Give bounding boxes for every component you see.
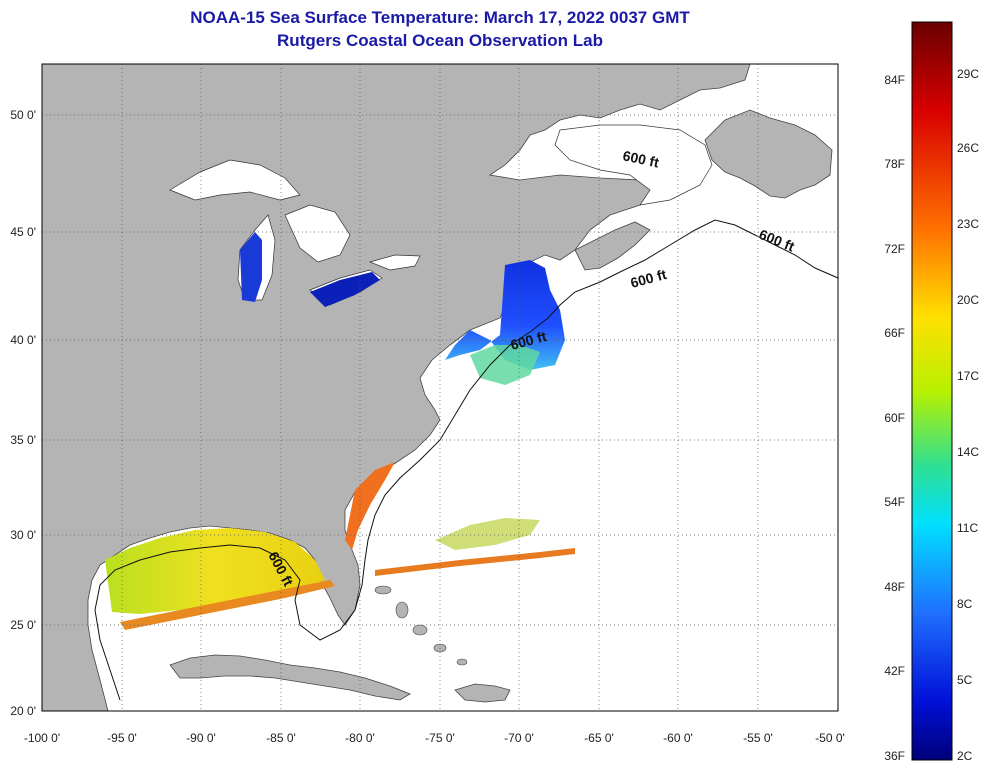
lon-tick-label: -75 0': [425, 731, 455, 745]
colorbar-c-label: 11C: [957, 521, 978, 535]
lon-tick-label: -80 0': [345, 731, 375, 745]
colorbar-f-label: 54F: [884, 495, 905, 509]
colorbar-f-label: 84F: [884, 73, 905, 87]
sst-ne-shelf: [470, 345, 540, 385]
map-frame: [41, 63, 839, 712]
land-cuba: [169, 654, 411, 701]
colorbar-c-label: 14C: [957, 445, 979, 459]
land-north-america: [41, 63, 751, 712]
colorbar-c-label: 8C: [957, 597, 973, 611]
colorbar-c-labels: 29C 26C 23C 20C 17C 14C 11C 8C 5C 2C: [957, 67, 979, 763]
gulf-st-lawrence: [554, 124, 713, 206]
sst-lake-michigan: [240, 232, 262, 302]
map-title: NOAA-15 Sea Surface Temperature: March 1…: [190, 8, 690, 27]
colorbar-c-label: 20C: [957, 293, 979, 307]
colorbar-f-label: 36F: [884, 749, 905, 763]
lat-tick-label: 35 0': [10, 433, 36, 447]
map-subtitle: Rutgers Coastal Ocean Observation Lab: [277, 31, 603, 50]
map-grid: [42, 64, 838, 711]
colorbar-c-label: 5C: [957, 673, 973, 687]
colorbar-f-labels: 84F 78F 72F 66F 60F 54F 48F 42F 36F: [884, 73, 905, 763]
isobath-600ft: [94, 219, 839, 701]
colorbar-f-label: 66F: [884, 326, 905, 340]
land-newfoundland: [704, 109, 833, 199]
lon-tick-label: -95 0': [107, 731, 137, 745]
colorbar-f-label: 42F: [884, 664, 905, 678]
lon-tick-label: -90 0': [186, 731, 216, 745]
colorbar-c-label: 26C: [957, 141, 979, 155]
land-bahamas: [374, 585, 468, 666]
lat-tick-label: 50 0': [10, 108, 36, 122]
lon-tick-label: -55 0': [743, 731, 773, 745]
lat-tick-label: 25 0': [10, 618, 36, 632]
colorbar-f-label: 72F: [884, 242, 905, 256]
colorbar-c-label: 29C: [957, 67, 979, 81]
colorbar-c-label: 23C: [957, 217, 979, 231]
colorbar-f-label: 78F: [884, 157, 905, 171]
land-hispaniola: [454, 683, 511, 703]
land-nova-scotia: [574, 221, 651, 271]
lon-tick-label: -60 0': [663, 731, 693, 745]
sst-carolina-coast: [345, 462, 395, 550]
lon-tick-label: -50 0': [815, 731, 845, 745]
colorbar: 84F 78F 72F 66F 60F 54F 48F 42F 36F 29C …: [884, 21, 979, 763]
lat-tick-label: 30 0': [10, 528, 36, 542]
lat-tick-label: 45 0': [10, 225, 36, 239]
colorbar-f-label: 60F: [884, 411, 905, 425]
colorbar-f-label: 48F: [884, 580, 905, 594]
lake-ontario: [368, 254, 421, 271]
sst-offshore-patch: [435, 518, 540, 550]
sst-gulf-of-maine: [445, 260, 565, 370]
longitude-axis: -100 0' -95 0' -90 0' -85 0' -80 0' -75 …: [24, 731, 845, 745]
sst-atlantic-band: [375, 548, 575, 576]
lake-superior: [169, 159, 301, 201]
colorbar-ramp: [911, 21, 953, 761]
lat-tick-label: 20 0': [10, 704, 36, 718]
lat-tick-label: 40 0': [10, 333, 36, 347]
lon-tick-label: -85 0': [266, 731, 296, 745]
colorbar-c-label: 17C: [957, 369, 979, 383]
colorbar-c-label: 2C: [957, 749, 973, 763]
lon-tick-label: -100 0': [24, 731, 60, 745]
lake-huron: [284, 204, 351, 263]
sst-lake-erie: [310, 272, 380, 307]
contour-label: 600 ft: [621, 147, 660, 170]
latitude-axis: 50 0' 45 0' 40 0' 35 0' 30 0' 25 0' 20 0…: [10, 108, 36, 718]
lon-tick-label: -65 0': [584, 731, 614, 745]
lon-tick-label: -70 0': [504, 731, 534, 745]
